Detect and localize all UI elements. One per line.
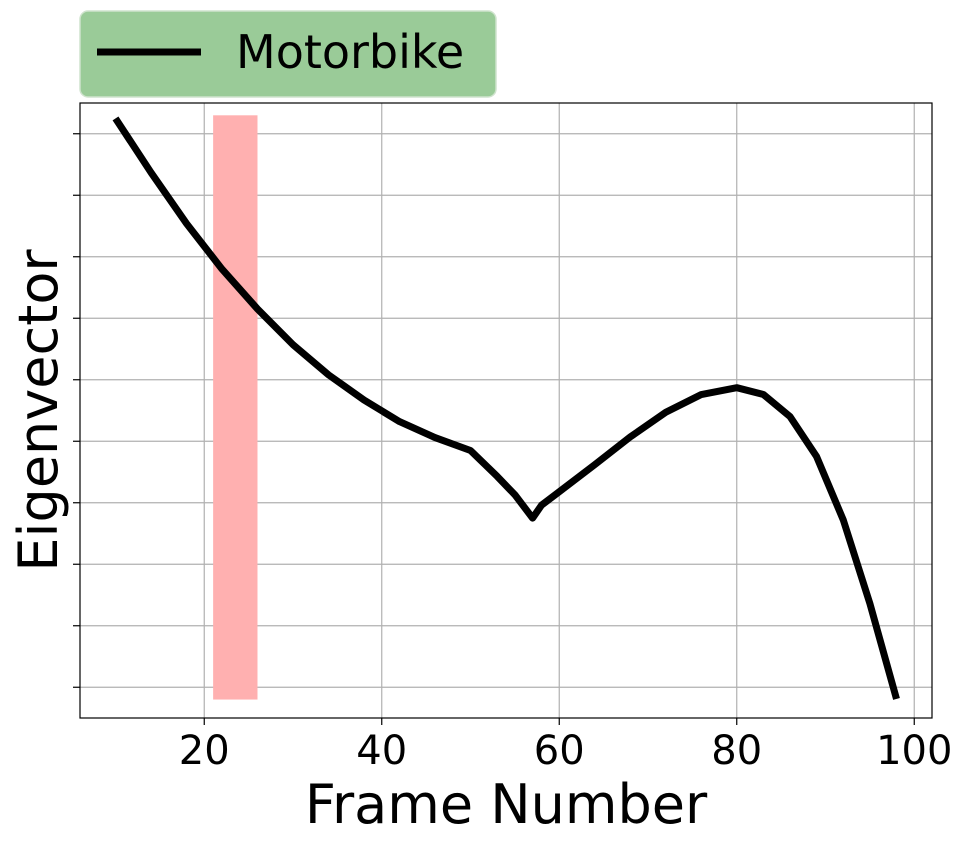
legend: Motorbike — [79, 10, 497, 98]
x-tick-label-100: 100 — [876, 728, 952, 774]
x-tick-label-20: 20 — [179, 728, 230, 774]
series-line-motorbike — [112, 116, 900, 700]
x-tick-label-60: 60 — [534, 728, 585, 774]
plot-frame — [79, 102, 933, 719]
grid-lines — [80, 103, 932, 718]
series-layer — [112, 116, 900, 700]
x-tick-label-40: 40 — [356, 728, 407, 774]
x-tick-label-80: 80 — [711, 728, 762, 774]
legend-label-motorbike: Motorbike — [236, 25, 464, 79]
axis-ticks: 20 40 60 80 100 — [73, 133, 952, 774]
x-axis-label: Frame Number — [305, 773, 708, 836]
highlight-band-layer — [213, 115, 258, 700]
highlight-band — [213, 115, 258, 700]
y-axis-label: Eigenvector — [7, 249, 70, 572]
legend-box — [79, 10, 497, 98]
